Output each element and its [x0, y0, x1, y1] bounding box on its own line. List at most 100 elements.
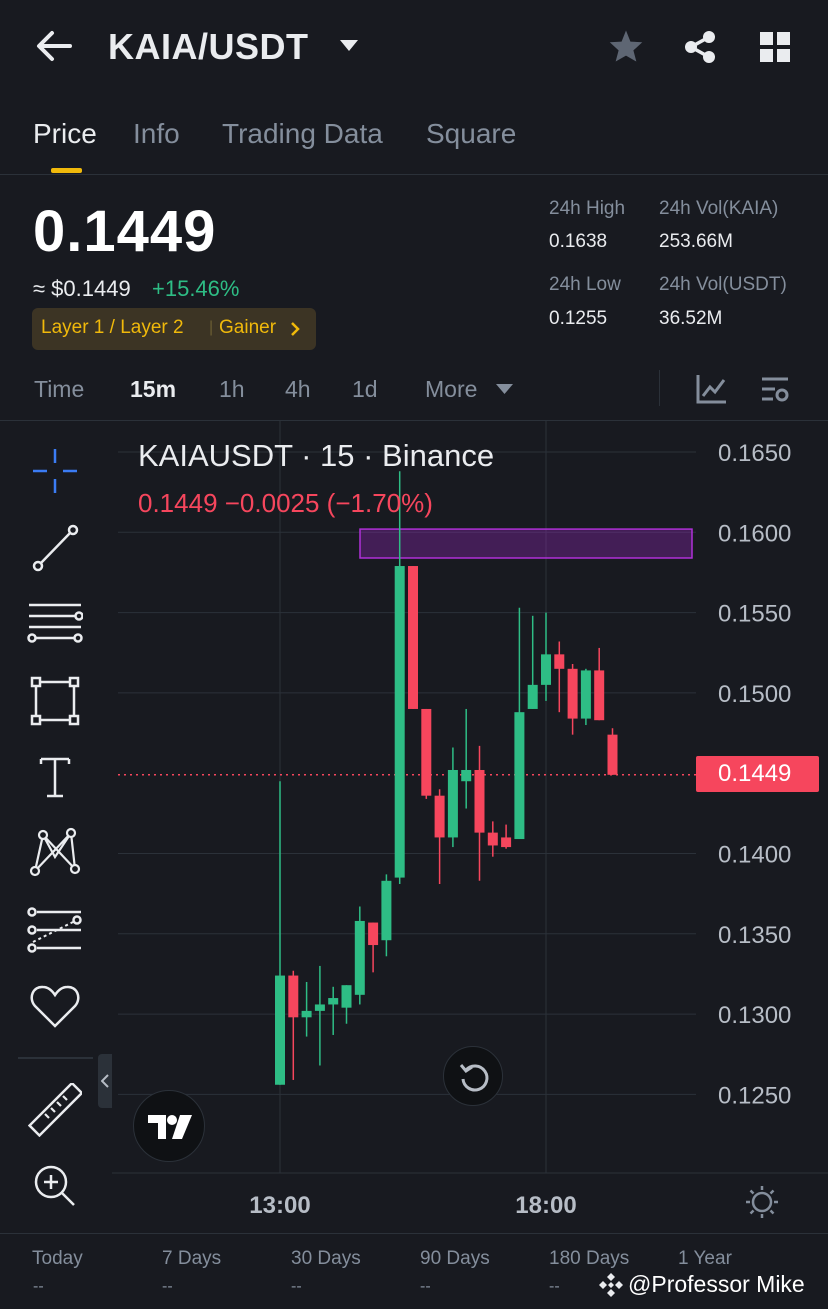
divider	[659, 370, 660, 406]
vol-base-label: 24h Vol(KAIA)	[659, 198, 779, 219]
last-price: 0.1449	[33, 199, 217, 264]
active-tab-indicator	[51, 168, 82, 173]
candle-body	[501, 837, 512, 848]
interval-1d[interactable]: 1d	[352, 376, 378, 402]
text-tool[interactable]	[26, 748, 84, 806]
toolbar-divider	[18, 1057, 93, 1059]
interval-4h[interactable]: 4h	[285, 376, 311, 402]
zoom-in-icon	[34, 1165, 75, 1206]
caret-down-icon[interactable]	[340, 40, 358, 52]
candle-body	[275, 975, 285, 1085]
reset-chart-button[interactable]	[443, 1046, 503, 1106]
perf-7d-label: 7 Days	[162, 1248, 222, 1269]
candle-body	[394, 566, 405, 878]
candle-body	[514, 712, 525, 840]
candle-body	[594, 670, 605, 721]
candle-body	[527, 684, 538, 709]
category-tag[interactable]: Layer 1 / Layer 2 | Gainer	[32, 308, 316, 350]
chart-settings-icon[interactable]	[761, 376, 789, 403]
share-icon[interactable]	[684, 30, 716, 64]
highlight-zone	[359, 528, 693, 559]
y-axis-label: 0.1550	[718, 601, 791, 628]
candle-body	[487, 832, 498, 846]
candle-body	[381, 880, 392, 941]
pattern-tool[interactable]	[26, 823, 84, 881]
candle-body	[607, 734, 618, 775]
favorite-heart-icon	[30, 985, 80, 1028]
horizontal-lines-tool[interactable]	[26, 596, 84, 654]
interval-1h[interactable]: 1h	[219, 376, 245, 402]
fib-tool[interactable]	[26, 901, 84, 959]
perf-90d-label: 90 Days	[420, 1248, 490, 1269]
candlestick-canvas[interactable]: 0.1650 0.1600 0.1550 0.1500 0.1400 0.1350 0.13…	[0, 421, 828, 1233]
app-header: KAIA/USDT	[0, 0, 828, 95]
x-axis-label: 13:00	[249, 1192, 310, 1219]
tab-trading-data[interactable]: Trading Data	[222, 118, 383, 149]
perf-90d-value: --	[420, 1278, 431, 1295]
crosshair-tool[interactable]	[26, 442, 84, 500]
chart-ohlc-legend: 0.1449 −0.0025 (−1.70%)	[138, 488, 433, 518]
caret-down-icon[interactable]	[496, 384, 513, 395]
low-label: 24h Low	[549, 274, 621, 295]
text-icon	[39, 757, 71, 798]
tag-gainer-label: Gainer	[219, 317, 277, 338]
tab-price[interactable]: Price	[33, 118, 97, 149]
perf-180d-label: 180 Days	[549, 1248, 630, 1269]
collapse-toolbar-handle[interactable]	[98, 1054, 112, 1108]
candle-body	[408, 566, 418, 709]
candle-body	[434, 795, 445, 838]
x-axis-label: 18:00	[515, 1192, 576, 1219]
y-axis-label: 0.1400	[718, 842, 791, 869]
grid-icon[interactable]	[760, 32, 790, 62]
candle-body	[541, 654, 551, 685]
vol-quote-label: 24h Vol(USDT)	[659, 274, 787, 295]
candle-body	[474, 769, 485, 833]
interval-time[interactable]: Time	[34, 376, 85, 402]
zoom-tool[interactable]	[26, 1157, 84, 1215]
indicator-icon[interactable]	[696, 374, 727, 404]
tab-square[interactable]: Square	[426, 118, 517, 149]
perf-30d-value: --	[291, 1278, 302, 1295]
tab-info[interactable]: Info	[133, 118, 180, 149]
arrow-left-icon[interactable]	[36, 30, 72, 62]
rectangle-icon	[30, 676, 80, 726]
trend-line-icon	[32, 524, 79, 572]
chevron-left-icon	[101, 1074, 109, 1088]
chart-symbol-legend: KAIAUSDT · 15 · Binance	[138, 438, 495, 473]
perf-1y-label: 1 Year	[678, 1248, 732, 1269]
candle-body	[567, 668, 578, 719]
candle-body	[314, 1004, 325, 1011]
rectangle-tool[interactable]	[26, 672, 84, 730]
change-percent: +15.46%	[152, 276, 240, 301]
candle-body	[554, 654, 565, 669]
candle-body	[368, 922, 379, 946]
interval-15m[interactable]: 15m	[130, 376, 177, 402]
candle-body	[328, 998, 339, 1005]
pattern-icon	[29, 827, 81, 877]
fib-icon	[27, 907, 82, 953]
low-value: 0.1255	[549, 308, 608, 329]
high-label: 24h High	[549, 198, 626, 219]
reset-icon	[459, 1064, 489, 1092]
y-axis-label: 0.1350	[718, 922, 791, 949]
interval-more[interactable]: More	[425, 376, 478, 402]
star-icon[interactable]	[608, 29, 644, 63]
perf-30d-label: 30 Days	[291, 1248, 361, 1269]
candle-body	[461, 769, 472, 782]
trend-line-tool[interactable]	[26, 519, 84, 577]
y-axis-label: 0.1600	[718, 520, 791, 547]
candle-body	[421, 708, 432, 796]
tag-separator: |	[209, 319, 214, 336]
price-chart[interactable]: 0.1650 0.1600 0.1550 0.1500 0.1400 0.1350 0.13…	[0, 421, 828, 1233]
candle-body	[301, 1010, 312, 1018]
favorites-tool[interactable]	[26, 978, 84, 1036]
current-price-tag-label: 0.1449	[718, 760, 792, 787]
tradingview-icon	[148, 1115, 192, 1139]
ruler-tool[interactable]	[26, 1081, 84, 1139]
usd-price: ≈ $0.1449	[33, 276, 131, 301]
pair-title[interactable]: KAIA/USDT	[108, 26, 309, 67]
crosshair-icon	[33, 449, 77, 493]
y-axis-label: 0.1250	[718, 1082, 791, 1109]
vol-quote-value: 36.52M	[659, 308, 723, 329]
theme-icon[interactable]	[745, 1185, 779, 1219]
